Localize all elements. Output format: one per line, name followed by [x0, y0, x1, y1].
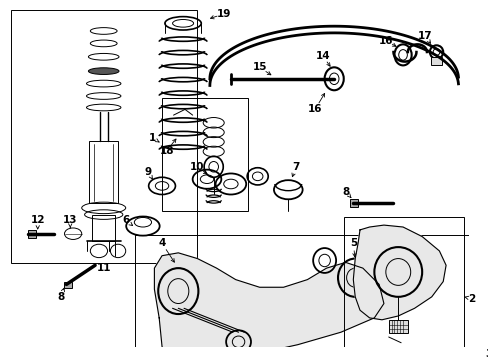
- Text: 17: 17: [417, 31, 431, 41]
- Text: 10: 10: [190, 162, 204, 172]
- Text: 8: 8: [341, 186, 348, 197]
- Bar: [388, 320, 407, 333]
- Bar: [11, 10, 197, 264]
- Bar: [343, 217, 463, 359]
- Text: 11: 11: [96, 263, 111, 273]
- Polygon shape: [154, 253, 383, 360]
- Text: 15: 15: [252, 62, 266, 72]
- Bar: [92, 215, 115, 241]
- Text: 13: 13: [63, 215, 77, 225]
- Bar: [28, 230, 36, 238]
- Text: 8: 8: [57, 292, 64, 302]
- Bar: [430, 57, 441, 66]
- Text: 6: 6: [122, 215, 129, 225]
- Text: 16: 16: [307, 104, 322, 114]
- Text: 5: 5: [349, 238, 356, 248]
- Text: 9: 9: [144, 167, 151, 176]
- Text: 1: 1: [148, 133, 156, 143]
- Text: 19: 19: [217, 9, 231, 19]
- Bar: [89, 141, 118, 203]
- Text: 16: 16: [378, 36, 392, 45]
- Text: 12: 12: [30, 215, 45, 225]
- Text: 2: 2: [468, 294, 474, 304]
- Bar: [63, 282, 72, 288]
- Text: 3: 3: [485, 349, 488, 359]
- Text: 7: 7: [292, 162, 299, 172]
- Ellipse shape: [88, 68, 119, 75]
- Bar: [162, 98, 247, 211]
- Polygon shape: [353, 225, 445, 320]
- Text: 14: 14: [315, 51, 329, 61]
- Bar: [135, 235, 479, 360]
- Bar: [350, 199, 357, 207]
- Text: 18: 18: [159, 145, 174, 156]
- Text: 4: 4: [158, 238, 165, 248]
